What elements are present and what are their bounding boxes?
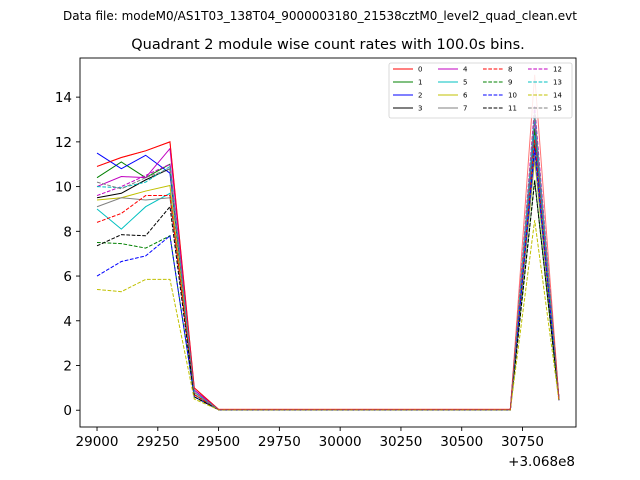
legend-label-12: 12 [553,66,562,74]
series-line-4 [96,119,560,411]
legend-label-2: 2 [418,92,422,100]
y-axis: 0 2 4 6 8 10 12 14 [55,90,80,419]
x-tick-label: 30500 [440,434,483,450]
legend-label-5: 5 [463,79,467,87]
y-tick-label: 10 [55,180,72,196]
series-line-6 [96,159,560,411]
legend-label-0: 0 [418,66,422,74]
y-tick-label: 4 [63,314,72,330]
legend-label-11: 11 [508,105,517,113]
series-line-12 [96,106,560,411]
series-line-14 [96,220,560,411]
series-line-3 [96,141,560,411]
series-line-0 [96,132,560,410]
legend-label-9: 9 [508,79,512,87]
y-tick-label: 2 [63,359,72,375]
plot-area [96,74,560,411]
legend-label-10: 10 [508,92,517,100]
series-line-11 [96,180,560,411]
legend-label-4: 4 [463,66,468,74]
x-tick-label: 30000 [319,434,362,450]
series-line-5 [96,135,560,411]
series-line-extra-16 [96,74,560,410]
y-tick-label: 12 [55,135,72,151]
axes-frame [79,57,577,428]
x-tick-label: 29250 [136,434,179,450]
legend-label-13: 13 [553,79,562,87]
series-line-2 [96,117,560,411]
legend-label-8: 8 [508,66,512,74]
legend-label-15: 15 [553,105,562,113]
x-axis-offset-label: +3.068e8 [508,454,575,470]
y-tick-label: 14 [55,90,72,106]
series-line-8 [96,139,560,411]
y-tick-label: 6 [63,269,72,285]
series-line-7 [96,155,560,411]
x-tick-label: 30750 [501,434,544,450]
legend-frame [388,62,573,119]
x-axis: 29000 29250 29500 29750 30000 30250 30500 30750 [76,427,544,450]
x-tick-label: 29750 [258,434,301,450]
series-line-15 [96,112,560,411]
y-tick-label: 8 [63,224,72,240]
legend-label-1: 1 [418,79,422,87]
chart-title: Quadrant 2 module wise count rates with … [131,37,525,53]
legend-label-3: 3 [418,105,422,113]
figure-suptitle: Data file: modeM0/AS1T03_138T04_90000031… [63,9,577,23]
legend-label-7: 7 [463,105,467,113]
series-line-9 [96,179,560,411]
legend-label-6: 6 [463,92,468,100]
x-tick-label: 30250 [379,434,422,450]
series-lines [96,74,560,411]
x-tick-label: 29500 [197,434,240,450]
legend-label-14: 14 [553,92,562,100]
series-line-13 [96,114,560,411]
y-tick-label: 0 [63,403,72,419]
x-tick-label: 29000 [76,434,119,450]
